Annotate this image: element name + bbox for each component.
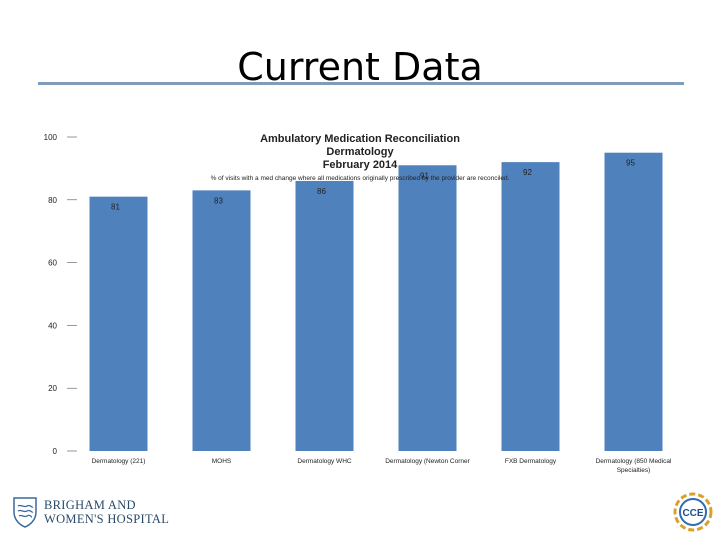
data-label: 86 xyxy=(317,187,326,196)
chart-title: Ambulatory Medication Reconciliation Der… xyxy=(230,133,490,172)
bar xyxy=(295,180,354,451)
x-tick-label: Dermatology WHC xyxy=(297,458,351,465)
bar xyxy=(89,196,148,451)
data-labels: 81 83 86 91 92 95 xyxy=(111,159,635,212)
x-tick-label: MOHS xyxy=(212,458,232,465)
chart-title-line-1: Ambulatory Medication Reconciliation xyxy=(260,133,460,145)
y-tick-label: 60 xyxy=(48,259,57,268)
bar xyxy=(398,165,457,451)
data-label: 83 xyxy=(214,196,223,205)
bar xyxy=(604,152,663,451)
bar xyxy=(501,162,560,451)
hospital-crest-icon xyxy=(13,497,37,528)
chart-subtitle: % of visits with a med change where all … xyxy=(210,175,510,182)
y-tick-label: 80 xyxy=(48,196,57,205)
y-axis: 0 20 40 60 80 100 xyxy=(44,133,77,456)
x-axis-labels: Dermatology (221) MOHS Dermatology WHC Derm… xyxy=(92,458,672,474)
y-tick-label: 40 xyxy=(48,321,57,330)
y-tick-label: 0 xyxy=(53,447,58,456)
data-label: 91 xyxy=(420,171,429,180)
cce-logo-text: CCE xyxy=(682,508,703,519)
y-tick-label: 20 xyxy=(48,384,57,393)
data-label: 95 xyxy=(626,159,635,168)
title-divider xyxy=(38,82,684,85)
brigham-logo: BRIGHAM AND WOMEN'S HOSPITAL xyxy=(12,496,192,530)
x-tick-label: FXB Dermatology xyxy=(505,458,557,465)
cce-logo: CCE xyxy=(673,492,713,532)
chart-title-line-2: Dermatology xyxy=(326,146,394,158)
data-label: 81 xyxy=(111,203,120,212)
x-tick-label: Dermatology (Newton Corner xyxy=(385,458,470,465)
bars xyxy=(89,152,663,451)
data-label: 92 xyxy=(523,168,532,177)
chart-title-line-3: February 2014 xyxy=(322,159,398,171)
x-tick-label: Dermatology (221) xyxy=(92,458,146,465)
x-tick-label: Dermatology (850 Medical Specialties) xyxy=(596,458,672,474)
y-tick-label: 100 xyxy=(44,133,58,142)
slide-title: Current Data xyxy=(237,45,483,89)
bar xyxy=(192,190,251,451)
hospital-name: BRIGHAM AND WOMEN'S HOSPITAL xyxy=(44,498,170,526)
